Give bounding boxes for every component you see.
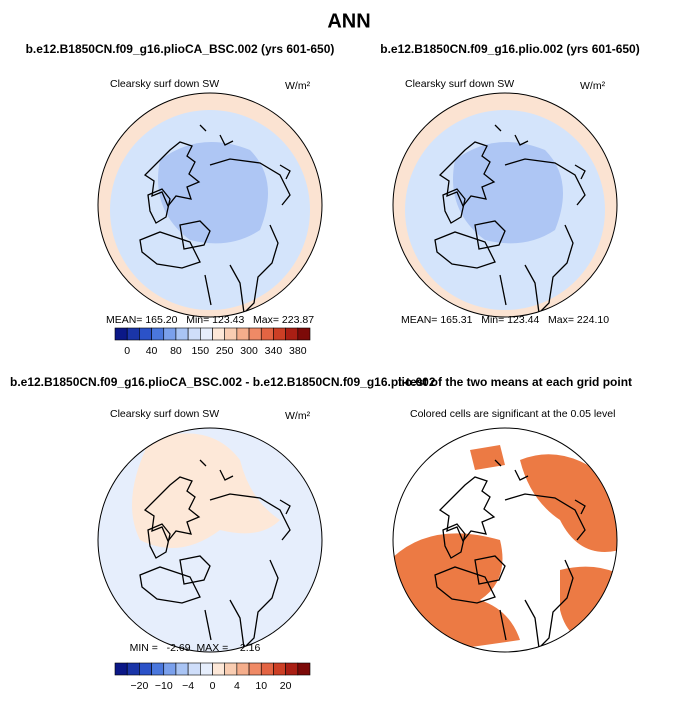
colorbar-label: 150 [192,345,210,357]
colorbar-box [139,662,152,676]
colorbar-label: 80 [170,345,182,357]
colorbar-box [175,327,189,341]
map [97,427,323,653]
colorbar-box [151,327,165,341]
colorbar-label: 0 [124,345,130,357]
colorbar-box [114,662,128,676]
colorbar-box [187,662,201,676]
map [97,92,323,318]
colorbar-box [224,327,238,341]
panel-label: Clearsky surf down SW [405,78,514,90]
panel-title: b.e12.B1850CN.f09_g16.plio.002 (yrs 601-… [380,42,639,56]
colorbar-box [114,327,128,341]
colorbar-label: 340 [265,345,283,357]
colorbar-box [212,662,225,676]
colorbar-box [151,662,165,676]
colorbar-label: 300 [240,345,258,357]
colorbar-box [236,662,250,676]
colorbar-box [126,662,140,676]
colorbar-box [163,327,177,341]
colorbar-box [212,327,225,341]
stats: MIN = -2.69 MAX = 2.16 [130,642,261,654]
colorbar-label: −4 [182,680,194,692]
units: W/m² [580,80,606,92]
colorbar-box [273,662,286,676]
panel-title: b.e12.B1850CN.f09_g16.plioCA_BSC.002 - b… [10,375,436,389]
map [392,92,618,318]
colorbar-box [297,327,311,341]
stats: MEAN= 165.31 Min= 123.44 Max= 224.10 [401,314,609,326]
colorbar-box [139,327,152,341]
panel-label: Clearsky surf down SW [110,78,219,90]
colorbar-box [126,327,140,341]
colorbar-box [187,327,201,341]
colorbar-label: 10 [255,680,267,692]
panel-label: Clearsky surf down SW [110,408,219,420]
colorbar-label: 40 [146,345,158,357]
main-title: ANN [327,10,370,32]
colorbar-box [224,662,238,676]
colorbar-label: 20 [280,680,292,692]
colorbar-box [200,327,213,341]
colorbar-box [297,662,311,676]
colorbar-box [260,662,274,676]
colorbar-box [285,662,299,676]
units: W/m² [285,80,311,92]
colorbar-box [175,662,189,676]
colorbar-box [248,662,262,676]
units: W/m² [285,410,311,422]
colorbar-label: −10 [155,680,173,692]
stats: MEAN= 165.20 Min= 123.43 Max= 223.87 [106,314,314,326]
colorbar-box [248,327,262,341]
panel-label: Colored cells are significant at the 0.0… [410,408,615,420]
map [392,427,618,653]
colorbar-box [200,662,213,676]
colorbar-box [236,327,250,341]
colorbar-label: 4 [234,680,240,692]
colorbar-label: 250 [216,345,234,357]
colorbar-box [260,327,274,341]
colorbar-box [273,327,286,341]
colorbar-box [163,662,177,676]
colorbar-label: 0 [210,680,216,692]
colorbar-box [285,327,299,341]
colorbar-label: 380 [289,345,307,357]
colorbar-label: −20 [130,680,148,692]
panel-title: b.e12.B1850CN.f09_g16.plioCA_BSC.002 (yr… [26,42,335,56]
panel-title: t-test of the two means at each grid poi… [398,375,632,389]
